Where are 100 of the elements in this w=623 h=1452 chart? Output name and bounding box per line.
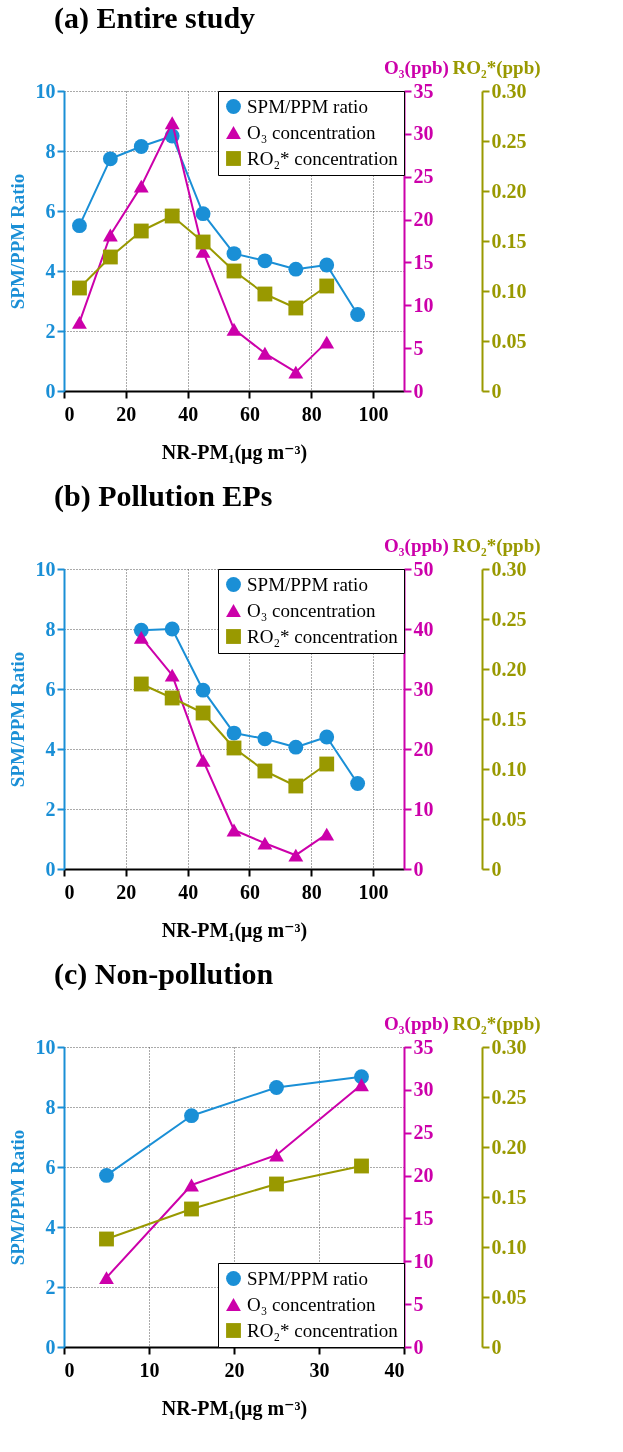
y2-tick-label: 5 — [413, 1292, 424, 1315]
point — [354, 1158, 369, 1174]
point — [195, 234, 211, 250]
y-tick-label: 0 — [45, 857, 56, 880]
point — [99, 1231, 114, 1247]
y3-tick-label: 0.20 — [491, 657, 527, 680]
point — [319, 756, 335, 772]
x-tick-label: 60 — [239, 402, 260, 425]
y3-tick-label: 0.30 — [491, 79, 527, 102]
point — [288, 365, 304, 379]
y3-tick-label: 0.15 — [491, 229, 527, 252]
y-axis-title: SPM/PPM Ratio — [6, 173, 28, 310]
point — [72, 280, 87, 296]
y3-tick-label: 0 — [491, 1335, 502, 1358]
y2-tick-label: 20 — [413, 208, 434, 231]
chart-title: (a) Entire study — [54, 1, 256, 35]
legend-label: SPM/PPM ratio — [247, 1267, 368, 1289]
y3-tick-label: 0.15 — [491, 1185, 527, 1208]
y3-tick-label: 0.20 — [491, 1135, 527, 1158]
y2-tick-label: 0 — [413, 379, 424, 402]
x-tick-label: 100 — [358, 402, 389, 425]
chart-title: (b) Pollution EPs — [54, 479, 273, 513]
point — [288, 261, 304, 277]
y2-tick-label: 10 — [413, 797, 434, 820]
legend-label: RO₂* concentration — [247, 625, 399, 647]
y2-tick-label: 50 — [413, 557, 434, 580]
x-tick-label: 0 — [64, 880, 75, 903]
point — [164, 208, 180, 224]
point — [133, 179, 149, 193]
point — [257, 836, 273, 850]
y2-tick-label: 30 — [413, 1078, 434, 1101]
x-tick-label: 0 — [64, 402, 75, 425]
point — [288, 300, 304, 316]
point — [319, 335, 335, 349]
point — [102, 249, 118, 265]
y2-tick-label: 5 — [413, 336, 424, 359]
y3-tick-label: 0.10 — [491, 757, 527, 780]
x-axis-title: NR-PM₁(μg m⁻³) — [161, 440, 308, 464]
point — [226, 725, 242, 741]
y3-axis-title: RO₂*(ppb) — [452, 534, 541, 557]
y-tick-label: 6 — [45, 1155, 56, 1178]
x-tick-label: 10 — [139, 1358, 160, 1381]
y-tick-label: 0 — [45, 1335, 56, 1358]
y-tick-label: 2 — [45, 319, 56, 342]
legend-label: SPM/PPM ratio — [247, 95, 368, 117]
point — [102, 151, 118, 167]
point — [195, 705, 211, 721]
point — [288, 778, 304, 794]
y3-tick-label: 0.05 — [491, 329, 527, 352]
y2-axis-title: O₃(ppb) — [384, 56, 449, 79]
point — [102, 228, 118, 242]
y-tick-label: 10 — [35, 79, 56, 102]
y3-tick-label: 0.10 — [491, 1235, 527, 1258]
point — [350, 776, 366, 791]
y3-tick-label: 0.05 — [491, 807, 527, 830]
x-tick-label: 40 — [178, 880, 199, 903]
x-tick-label: 0 — [64, 1358, 75, 1381]
y-tick-label: 2 — [45, 1275, 56, 1298]
y2-tick-label: 10 — [413, 293, 434, 316]
y3-tick-label: 0.30 — [491, 1035, 527, 1058]
point — [99, 1271, 114, 1284]
point — [350, 307, 366, 322]
point — [319, 278, 335, 294]
chart-title: (c) Non-pollution — [54, 957, 274, 991]
point — [133, 139, 149, 154]
x-tick-label: 20 — [116, 402, 137, 425]
y-tick-label: 8 — [45, 139, 56, 162]
y-tick-label: 6 — [45, 199, 56, 222]
point — [164, 621, 180, 637]
point — [72, 218, 87, 234]
y2-axis-title: O₃(ppb) — [384, 1012, 449, 1035]
y3-axis-title: RO₂*(ppb) — [452, 1012, 541, 1035]
point — [269, 1176, 284, 1192]
point — [319, 257, 335, 273]
y3-tick-label: 0.25 — [491, 607, 527, 630]
point — [184, 1178, 199, 1192]
y-tick-label: 8 — [45, 617, 56, 640]
y-tick-label: 8 — [45, 1095, 56, 1118]
point — [288, 848, 304, 862]
point — [133, 630, 149, 644]
legend-label: O₃ concentration — [247, 1293, 376, 1315]
point — [184, 1201, 199, 1217]
point — [164, 116, 180, 130]
y2-tick-label: 30 — [413, 677, 434, 700]
point — [72, 316, 87, 329]
point — [319, 729, 335, 745]
y2-axis-title: O₃(ppb) — [384, 534, 449, 557]
point — [257, 763, 273, 779]
legend-label: O₃ concentration — [247, 121, 376, 143]
x-tick-label: 40 — [178, 402, 199, 425]
y-tick-label: 4 — [45, 737, 56, 760]
legend-label: O₃ concentration — [247, 599, 376, 621]
y3-tick-label: 0.05 — [491, 1285, 527, 1308]
y-tick-label: 2 — [45, 797, 56, 820]
y3-tick-label: 0.10 — [491, 279, 527, 302]
y2-tick-label: 25 — [413, 1121, 434, 1144]
x-tick-label: 80 — [301, 880, 322, 903]
point — [269, 1080, 284, 1095]
x-tick-label: 40 — [384, 1358, 405, 1381]
y3-tick-label: 0 — [491, 379, 502, 402]
